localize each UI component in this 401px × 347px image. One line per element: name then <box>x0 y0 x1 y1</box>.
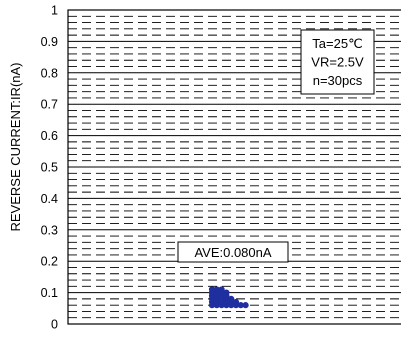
data-point <box>213 286 220 293</box>
average-label: AVE:0.080nA <box>194 245 271 260</box>
data-point <box>223 289 230 296</box>
y-tick-label: 0.2 <box>41 255 58 269</box>
y-tick-label: 0.7 <box>41 98 58 112</box>
condition-temperature: Ta=25℃ <box>312 36 362 51</box>
y-tick-label: 0.5 <box>41 161 58 175</box>
y-axis-ticks: 0 0.1 0.2 0.3 0.4 0.5 0.6 0.7 0.8 0.9 1 <box>41 4 58 332</box>
conditions-box: Ta=25℃ VR=2.5V n=30pcs <box>300 29 375 95</box>
data-point <box>237 302 244 309</box>
y-axis-title: REVERSE CURRENT:IR(nA) <box>8 62 23 231</box>
y-tick-label: 0.6 <box>41 129 58 143</box>
data-point <box>242 302 249 309</box>
y-tick-label: 0.8 <box>41 66 58 80</box>
y-tick-label: 0 <box>51 318 58 332</box>
y-tick-label: 1 <box>51 4 58 18</box>
data-point <box>208 286 216 293</box>
average-box: AVE:0.080nA <box>177 241 289 263</box>
y-tick-label: 0.4 <box>41 192 58 206</box>
grid-lines <box>68 15 401 319</box>
plot-frame <box>67 9 401 325</box>
conditions-box-frame <box>300 29 375 95</box>
y-tick-label: 0.3 <box>41 223 58 237</box>
y-tick-label: 0.1 <box>41 286 58 300</box>
condition-voltage: VR=2.5V <box>311 55 364 70</box>
condition-sample-count: n=30pcs <box>313 73 363 88</box>
average-box-frame <box>177 241 289 263</box>
data-point <box>228 295 235 302</box>
data-point <box>218 286 225 293</box>
y-tick-label: 0.9 <box>41 35 58 49</box>
data-points <box>208 286 249 309</box>
data-point <box>232 298 240 306</box>
